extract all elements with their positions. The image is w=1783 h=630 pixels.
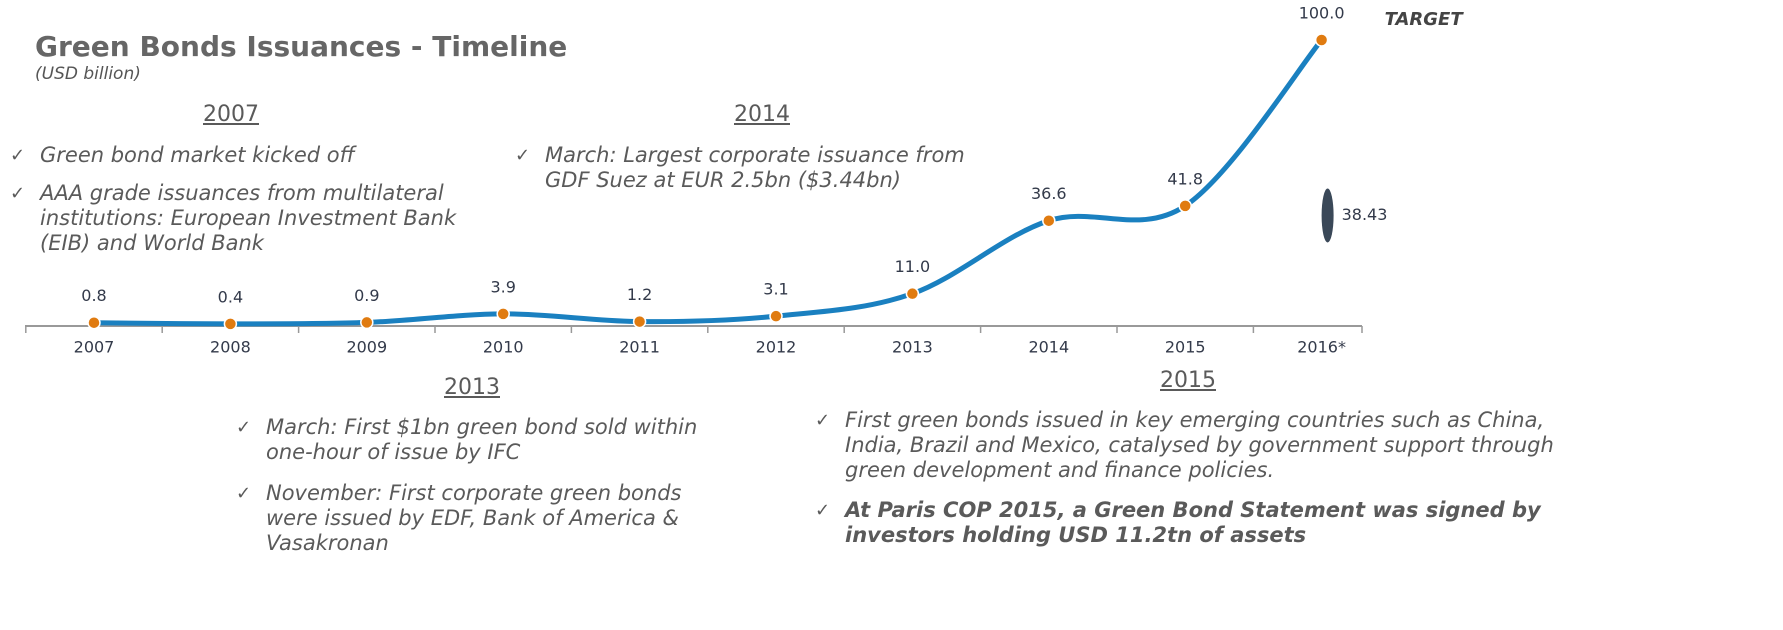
data-label: 0.8: [81, 286, 106, 305]
section-heading: 2013: [444, 375, 500, 400]
point: [632, 314, 647, 329]
line: [91, 37, 1325, 327]
section-heading: 2015: [1160, 368, 1216, 393]
section-item: March: First $1bn green bond sold within…: [236, 415, 716, 465]
marker-label: 38.43: [1342, 205, 1388, 224]
data-label: 0.4: [218, 287, 243, 306]
data-label: 3.9: [490, 277, 515, 296]
x-tick-label: 2011: [619, 338, 660, 357]
chart-subtitle: (USD billion): [35, 64, 141, 84]
data-label: 41.8: [1167, 169, 1203, 188]
point: [87, 315, 101, 330]
point: [496, 307, 510, 321]
data-label: 1.2: [627, 285, 652, 304]
section-item: First green bonds issued in key emerging…: [815, 408, 1570, 483]
data-label: 3.1: [763, 280, 788, 299]
section-item: AAA grade issuances from multilateral in…: [10, 181, 460, 256]
data-label: 11.0: [895, 257, 931, 276]
x-tick-label: 2014: [1028, 338, 1069, 357]
section-item: November: First corporate green bonds we…: [236, 481, 716, 556]
x-tick-label: 2015: [1165, 338, 1206, 357]
x-tick-label: 2008: [210, 338, 251, 357]
point: [360, 315, 374, 330]
x-tick-label: 2012: [756, 338, 797, 357]
point: [769, 309, 783, 323]
x-tick-label: 2007: [74, 338, 115, 357]
section-item: At Paris COP 2015, a Green Bond Statemen…: [815, 498, 1570, 548]
marker: [1321, 188, 1334, 243]
x-tick-label: 2009: [346, 338, 387, 357]
section-heading: 2007: [203, 102, 259, 127]
point: [905, 286, 920, 301]
data-label: 0.9: [354, 286, 379, 305]
chart-title: Green Bonds Issuances - Timeline: [35, 30, 568, 63]
data-label: 36.6: [1031, 184, 1067, 203]
x-tick-label: 2010: [483, 338, 524, 357]
section-heading: 2014: [734, 102, 790, 127]
x-tick-label: 2016*: [1297, 338, 1346, 357]
point: [1314, 33, 1329, 47]
point: [223, 317, 238, 331]
section-item: Green bond market kicked off: [10, 143, 460, 168]
data-label: 100.0: [1299, 4, 1345, 23]
annotation: TARGET: [1385, 9, 1465, 30]
point: [1042, 213, 1056, 228]
section-item: March: Largest corporate issuance from G…: [515, 143, 985, 193]
x-tick-label: 2013: [892, 338, 933, 357]
point: [1178, 199, 1192, 213]
